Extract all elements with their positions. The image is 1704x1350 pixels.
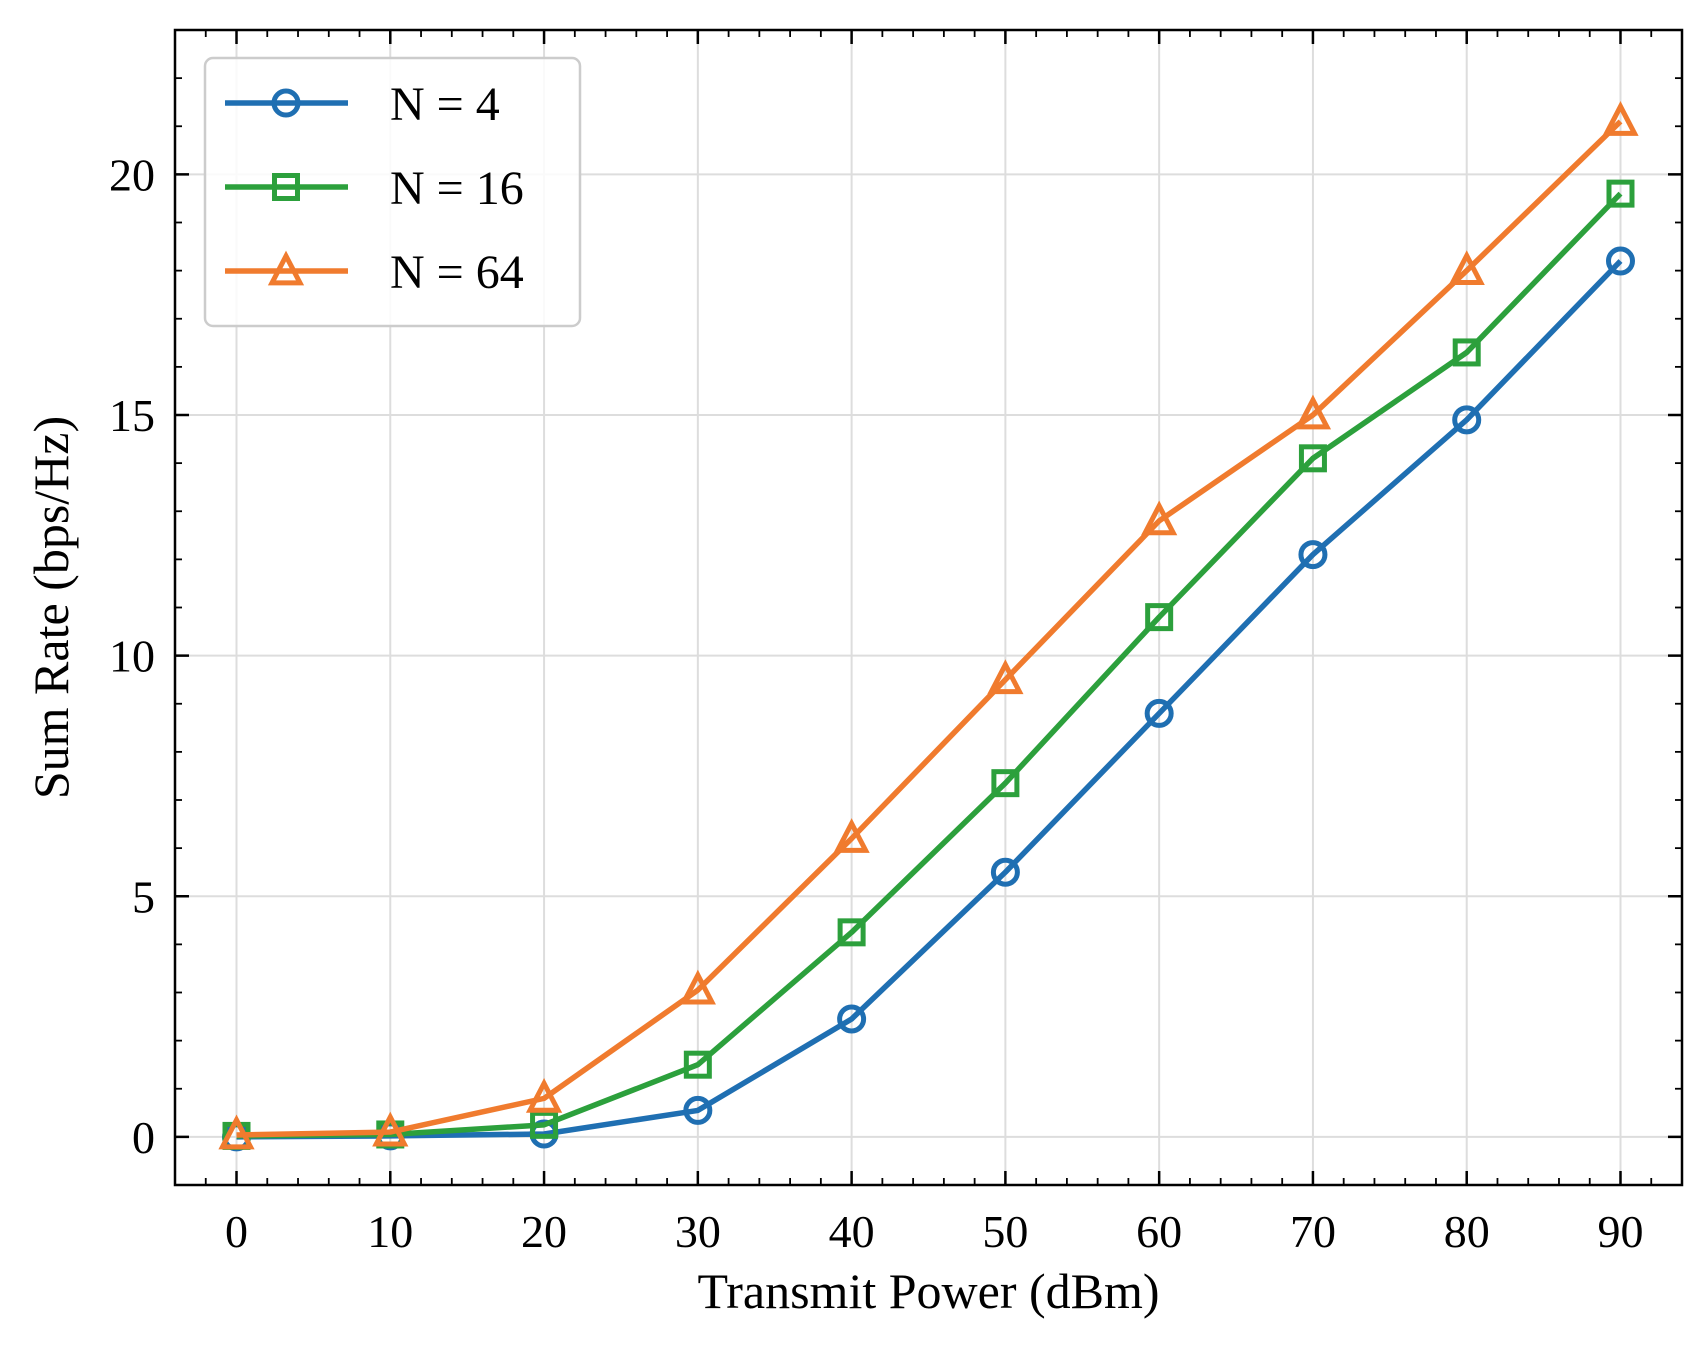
data-point-circle — [1605, 246, 1635, 276]
data-point-triangle — [679, 969, 716, 1005]
data-point-square — [1145, 603, 1174, 632]
data-point-triangle — [372, 1111, 409, 1147]
data-point-square — [530, 1110, 559, 1139]
x-tick-label: 60 — [1136, 1206, 1182, 1257]
legend-label: N = 4 — [390, 78, 500, 131]
y-tick-label: 20 — [109, 149, 155, 200]
legend-box — [203, 56, 582, 328]
data-point-triangle — [1141, 500, 1178, 536]
legend-label: N = 16 — [390, 162, 524, 215]
data-point-circle — [837, 1004, 867, 1034]
y-tick-label: 15 — [109, 390, 155, 441]
data-point-triangle — [1294, 394, 1332, 430]
x-tick-label: 90 — [1597, 1206, 1643, 1257]
series-line — [236, 119, 1623, 1138]
y-tick-label: 10 — [109, 631, 155, 682]
series-line — [236, 259, 1623, 1140]
tick-labels: 0 10 20 30 40 50 60 70 80 90 0 5 10 15 20 — [109, 149, 1643, 1257]
x-tick-label: 50 — [982, 1206, 1028, 1257]
series-layer — [218, 101, 1639, 1152]
data-point-square — [683, 1050, 712, 1079]
data-point-triangle — [218, 1114, 255, 1150]
legend-entry: N = 16 — [225, 162, 524, 215]
series-line — [236, 191, 1623, 1139]
series-2 — [222, 179, 1635, 1150]
data-point-circle — [683, 1095, 713, 1125]
y-tick-label: 0 — [132, 1112, 155, 1163]
data-point-square — [1298, 444, 1327, 473]
y-tick-label: 5 — [132, 871, 155, 922]
legend-marker-circle — [271, 88, 301, 118]
x-axis-title: Transmit Power (dBm) — [697, 1263, 1159, 1319]
data-point-circle — [990, 857, 1020, 887]
legend: N = 4 N = 16 N = 64 — [203, 56, 582, 328]
data-point-square — [837, 918, 866, 947]
legend-entry: N = 64 — [225, 246, 524, 299]
data-point-triangle — [525, 1077, 563, 1113]
data-point-triangle — [987, 659, 1024, 695]
legend-marker-triangle — [267, 250, 305, 286]
x-tick-label: 40 — [829, 1206, 875, 1257]
series-3 — [218, 101, 1639, 1150]
x-tick-label: 80 — [1444, 1206, 1490, 1257]
legend-entry: N = 4 — [225, 78, 500, 131]
x-tick-label: 70 — [1290, 1206, 1336, 1257]
legend-marker-square — [272, 173, 300, 201]
x-tick-label: 20 — [521, 1206, 567, 1257]
data-point-square — [991, 769, 1020, 798]
data-point-circle — [1144, 698, 1174, 728]
x-tick-label: 30 — [675, 1206, 721, 1257]
data-point-triangle — [1448, 250, 1485, 286]
y-axis-title: Sum Rate (bps/Hz) — [23, 416, 79, 799]
legend-label: N = 64 — [390, 246, 524, 299]
x-tick-label: 10 — [367, 1206, 413, 1257]
data-point-circle — [1298, 540, 1328, 570]
data-point-circle — [1452, 405, 1482, 435]
data-point-triangle — [1602, 101, 1639, 136]
data-point-square — [1452, 338, 1481, 367]
data-point-triangle — [833, 818, 870, 853]
axis-ticks — [174, 29, 1683, 1186]
x-tick-label: 0 — [225, 1206, 248, 1257]
data-point-square — [1606, 179, 1635, 208]
